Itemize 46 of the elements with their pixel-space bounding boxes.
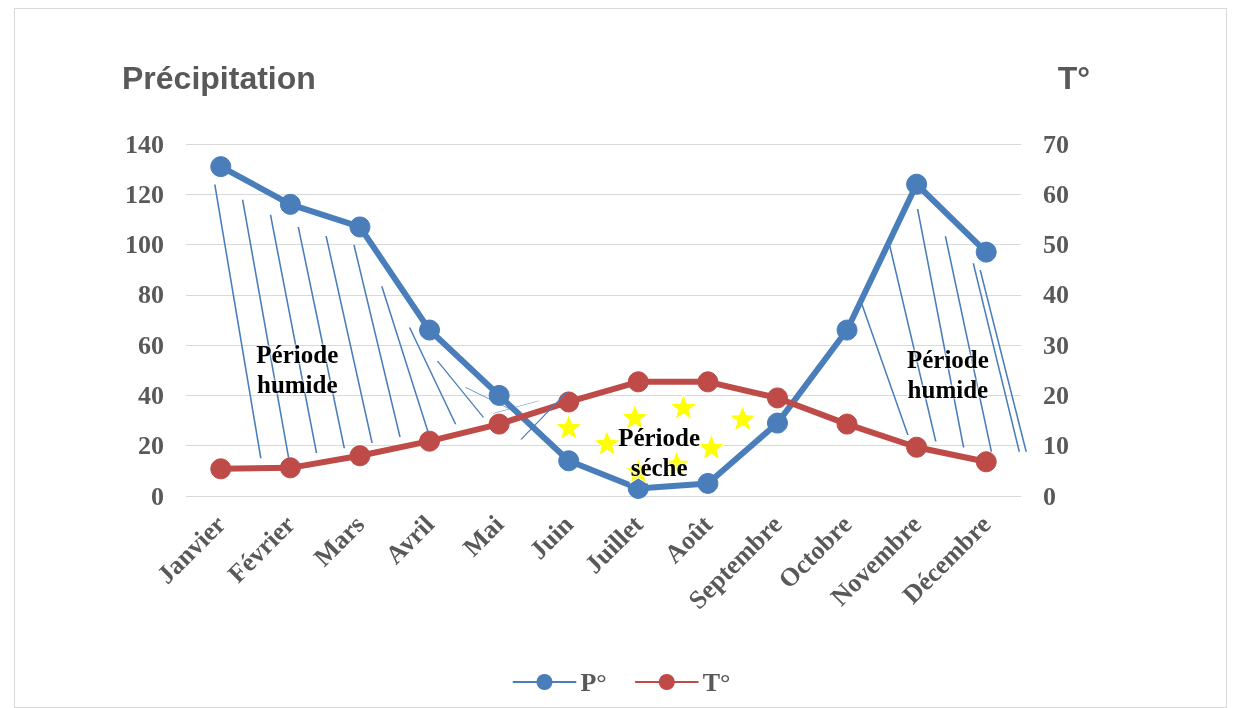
y2-tick-label: 0 [1043,481,1056,511]
y-tick-label: 120 [125,179,164,209]
point [210,458,232,480]
y2-axis-title: T° [1057,60,1090,97]
point [279,457,301,479]
point [697,371,719,393]
point [349,445,371,467]
point [210,156,232,178]
point [906,173,928,195]
point [697,472,719,494]
y2-tick-label: 40 [1043,280,1069,310]
point [627,477,649,499]
y-axis-title: Précipitation [122,60,316,97]
x-tick-label: Mai [457,509,510,562]
point [766,412,788,434]
y-tick-label: 0 [151,481,164,511]
point [627,371,649,393]
x-tick-label: Juin [523,509,580,565]
point [419,319,441,341]
point [419,430,441,452]
y-tick-label: 20 [138,431,164,461]
legend-label: T° [702,667,731,697]
legend-label: P° [580,667,607,697]
point [975,241,997,263]
point [906,436,928,458]
y2-tick-label: 20 [1043,380,1069,410]
point [349,216,371,238]
point [488,384,510,406]
point [836,319,858,341]
y-tick-label: 40 [138,380,164,410]
point [836,413,858,435]
point [558,450,580,472]
y2-tick-label: 30 [1043,330,1069,360]
y-tick-label: 140 [125,129,164,159]
point [975,451,997,473]
y2-tick-label: 50 [1043,230,1069,260]
point [488,413,510,435]
y2-tick-label: 60 [1043,179,1069,209]
point [279,193,301,215]
y-tick-label: 100 [125,230,164,260]
y2-tick-label: 70 [1043,129,1069,159]
y-tick-label: 80 [138,280,164,310]
point [558,391,580,413]
point [766,387,788,409]
y2-tick-label: 10 [1043,431,1069,461]
y-tick-label: 60 [138,330,164,360]
